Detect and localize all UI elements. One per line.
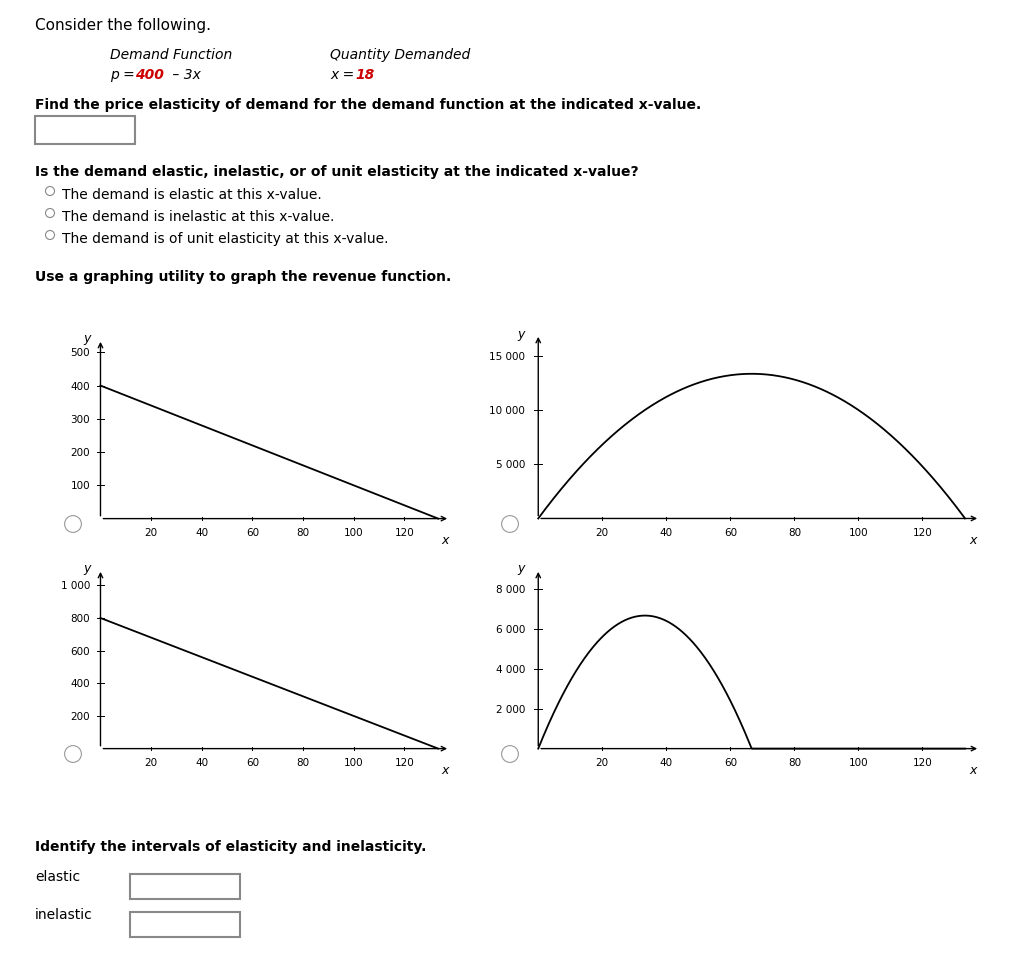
Text: 4 000: 4 000 xyxy=(496,664,525,674)
Text: inelastic: inelastic xyxy=(35,907,93,921)
Text: 18: 18 xyxy=(355,68,374,82)
Text: 80: 80 xyxy=(787,528,801,537)
Text: 500: 500 xyxy=(71,348,90,357)
Text: 100: 100 xyxy=(344,757,364,767)
Text: 120: 120 xyxy=(394,757,415,767)
Text: x =: x = xyxy=(330,68,358,82)
Text: The demand is elastic at this x-value.: The demand is elastic at this x-value. xyxy=(62,187,322,202)
Text: 120: 120 xyxy=(912,528,932,537)
Text: x: x xyxy=(970,763,977,776)
Text: 40: 40 xyxy=(196,757,208,767)
Bar xyxy=(130,912,240,937)
Text: 120: 120 xyxy=(912,757,932,767)
Text: 10 000: 10 000 xyxy=(489,406,525,415)
Text: Use a graphing utility to graph the revenue function.: Use a graphing utility to graph the reve… xyxy=(35,270,452,283)
Text: 600: 600 xyxy=(71,646,90,656)
Text: 100: 100 xyxy=(849,757,868,767)
Text: y: y xyxy=(83,562,90,575)
Text: Consider the following.: Consider the following. xyxy=(35,18,211,33)
Text: y: y xyxy=(517,562,524,575)
Text: 15 000: 15 000 xyxy=(489,352,525,361)
Text: 120: 120 xyxy=(394,528,415,537)
Text: 20: 20 xyxy=(596,757,609,767)
Text: The demand is of unit elasticity at this x-value.: The demand is of unit elasticity at this… xyxy=(62,232,388,246)
Text: 400: 400 xyxy=(71,382,90,391)
Text: 80: 80 xyxy=(787,757,801,767)
Text: 100: 100 xyxy=(71,480,90,491)
Bar xyxy=(35,117,135,145)
Text: p =: p = xyxy=(110,68,139,82)
Text: 60: 60 xyxy=(246,528,259,537)
Text: 20: 20 xyxy=(144,528,158,537)
Text: 60: 60 xyxy=(724,528,737,537)
Text: 60: 60 xyxy=(724,757,737,767)
Text: 400: 400 xyxy=(71,678,90,689)
Text: The demand is inelastic at this x-value.: The demand is inelastic at this x-value. xyxy=(62,209,335,224)
Text: 20: 20 xyxy=(144,757,158,767)
Text: Identify the intervals of elasticity and inelasticity.: Identify the intervals of elasticity and… xyxy=(35,839,426,853)
Text: 6 000: 6 000 xyxy=(496,625,525,634)
Text: 20: 20 xyxy=(596,528,609,537)
Text: 40: 40 xyxy=(659,757,673,767)
Text: 40: 40 xyxy=(659,528,673,537)
Text: x: x xyxy=(441,533,449,547)
Text: x: x xyxy=(441,763,449,776)
Text: 200: 200 xyxy=(71,448,90,457)
Text: 100: 100 xyxy=(849,528,868,537)
Text: Is the demand elastic, inelastic, or of unit elasticity at the indicated x-value: Is the demand elastic, inelastic, or of … xyxy=(35,165,639,179)
Text: 40: 40 xyxy=(196,528,208,537)
Text: 5 000: 5 000 xyxy=(496,459,525,470)
Text: x: x xyxy=(970,533,977,547)
Text: 300: 300 xyxy=(71,414,90,425)
Text: Find the price elasticity of demand for the demand function at the indicated x-v: Find the price elasticity of demand for … xyxy=(35,98,701,111)
Text: 1 000: 1 000 xyxy=(60,580,90,591)
Bar xyxy=(130,875,240,899)
Text: 60: 60 xyxy=(246,757,259,767)
Text: 400: 400 xyxy=(135,68,164,82)
Text: 800: 800 xyxy=(71,613,90,624)
Text: Quantity Demanded: Quantity Demanded xyxy=(330,48,470,62)
Text: 200: 200 xyxy=(71,711,90,721)
Text: elastic: elastic xyxy=(35,869,80,883)
Text: Demand Function: Demand Function xyxy=(110,48,232,62)
Text: 8 000: 8 000 xyxy=(496,584,525,594)
Text: y: y xyxy=(517,327,524,340)
Text: 2 000: 2 000 xyxy=(496,704,525,714)
Text: y: y xyxy=(83,333,90,345)
Text: 80: 80 xyxy=(297,528,309,537)
Text: 80: 80 xyxy=(297,757,309,767)
Text: – 3x: – 3x xyxy=(168,68,201,82)
Text: 100: 100 xyxy=(344,528,364,537)
